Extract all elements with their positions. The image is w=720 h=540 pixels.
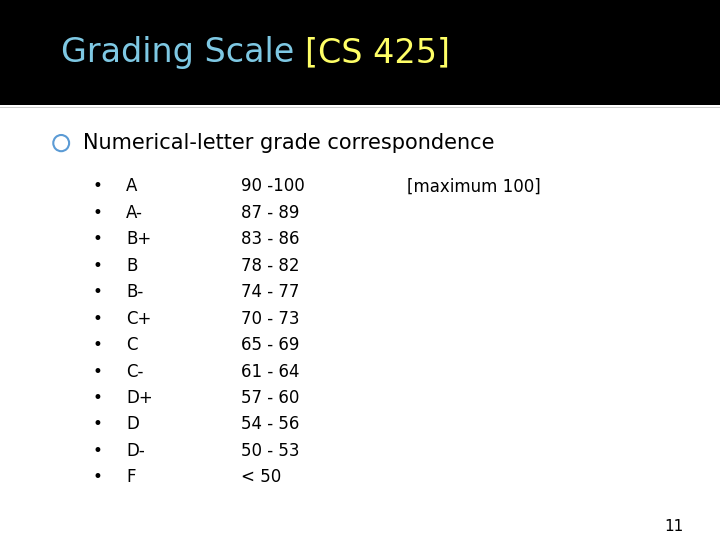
Text: •: • bbox=[92, 415, 102, 434]
Text: A-: A- bbox=[126, 204, 143, 222]
Text: Numerical-letter grade correspondence: Numerical-letter grade correspondence bbox=[83, 133, 495, 153]
Text: B+: B+ bbox=[126, 230, 151, 248]
Text: D: D bbox=[126, 415, 139, 434]
Text: 50 - 53: 50 - 53 bbox=[241, 442, 300, 460]
Text: 87 - 89: 87 - 89 bbox=[241, 204, 300, 222]
Text: D-: D- bbox=[126, 442, 145, 460]
Text: •: • bbox=[92, 204, 102, 222]
Text: •: • bbox=[92, 256, 102, 275]
Text: 74 - 77: 74 - 77 bbox=[241, 283, 300, 301]
Text: B: B bbox=[126, 256, 138, 275]
Text: 11: 11 bbox=[665, 519, 684, 534]
Text: 57 - 60: 57 - 60 bbox=[241, 389, 300, 407]
Text: 90 -100: 90 -100 bbox=[241, 177, 305, 195]
Text: 78 - 82: 78 - 82 bbox=[241, 256, 300, 275]
Text: C-: C- bbox=[126, 362, 143, 381]
Text: C+: C+ bbox=[126, 309, 151, 328]
Text: 61 - 64: 61 - 64 bbox=[241, 362, 300, 381]
Text: [CS 425]: [CS 425] bbox=[305, 36, 450, 69]
Text: •: • bbox=[92, 309, 102, 328]
Text: •: • bbox=[92, 336, 102, 354]
Text: B-: B- bbox=[126, 283, 143, 301]
Text: Grading Scale: Grading Scale bbox=[61, 36, 305, 69]
Text: •: • bbox=[92, 442, 102, 460]
Text: •: • bbox=[92, 468, 102, 487]
Text: •: • bbox=[92, 283, 102, 301]
Text: 70 - 73: 70 - 73 bbox=[241, 309, 300, 328]
Text: D+: D+ bbox=[126, 389, 153, 407]
Text: 65 - 69: 65 - 69 bbox=[241, 336, 300, 354]
Text: •: • bbox=[92, 389, 102, 407]
Text: F: F bbox=[126, 468, 135, 487]
Text: •: • bbox=[92, 362, 102, 381]
Text: •: • bbox=[92, 230, 102, 248]
Text: •: • bbox=[92, 177, 102, 195]
Text: 83 - 86: 83 - 86 bbox=[241, 230, 300, 248]
Text: C: C bbox=[126, 336, 138, 354]
Text: < 50: < 50 bbox=[241, 468, 282, 487]
Text: 54 - 56: 54 - 56 bbox=[241, 415, 300, 434]
Text: A: A bbox=[126, 177, 138, 195]
Text: [maximum 100]: [maximum 100] bbox=[407, 177, 541, 195]
